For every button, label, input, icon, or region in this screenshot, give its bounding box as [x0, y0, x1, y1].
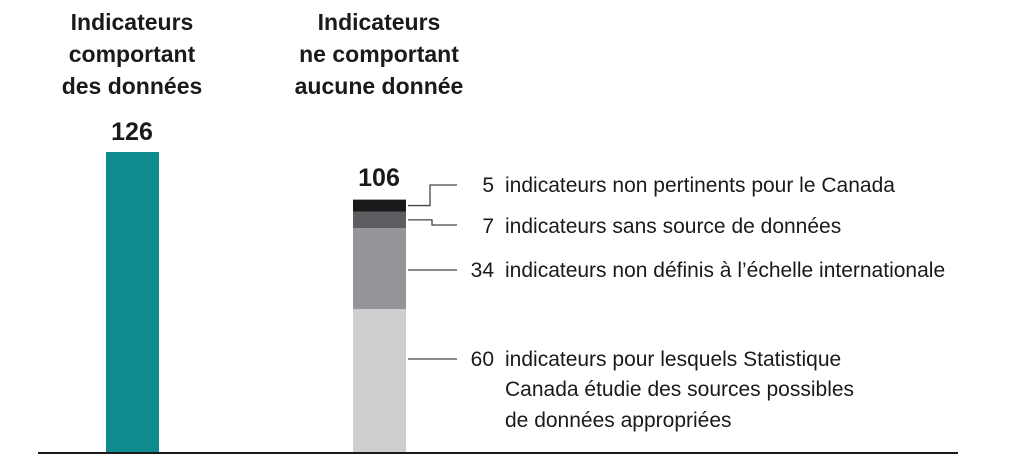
leader-line-not-relevant — [408, 184, 457, 207]
seg0-label-line1: indicateurs pour lesquels Statistique — [505, 348, 841, 371]
seg0-number: 60 — [471, 348, 494, 371]
seg2-number: 7 — [482, 215, 494, 238]
bar1-total-label: 126 — [111, 118, 153, 146]
seg1-label-line1: indicateurs non définis à l’échelle inte… — [505, 259, 945, 282]
bar1-segment-with-data — [106, 152, 159, 452]
bar2-segment-exploring-sources — [353, 309, 406, 452]
seg0-label-line3: de données appropriées — [505, 409, 732, 432]
bar1-header-line2: comportant — [69, 41, 196, 67]
bar1-header-line1: Indicateurs — [71, 9, 194, 35]
bar2-total-label: 106 — [358, 164, 400, 192]
leader-line-no-data-source — [408, 219, 457, 226]
seg3-label-line1: indicateurs non pertinents pour le Canad… — [505, 174, 895, 197]
bar2-header-line3: aucune donnée — [295, 73, 464, 99]
bar2-header-line2: ne comportant — [299, 41, 459, 67]
seg2-label-line1: indicateurs sans source de données — [505, 215, 841, 238]
bar1-header-line3: des données — [62, 73, 203, 99]
seg3-number: 5 — [482, 174, 494, 197]
bar2-header-line1: Indicateurs — [318, 9, 441, 35]
seg0-label-line2: Canada étudie des sources possibles — [505, 378, 854, 401]
bar2-segment-not-relevant — [353, 199, 406, 212]
bar2-segment-undefined-internationally — [353, 228, 406, 310]
seg1-number: 34 — [471, 259, 495, 282]
bar2-segment-no-data-source — [353, 211, 406, 229]
